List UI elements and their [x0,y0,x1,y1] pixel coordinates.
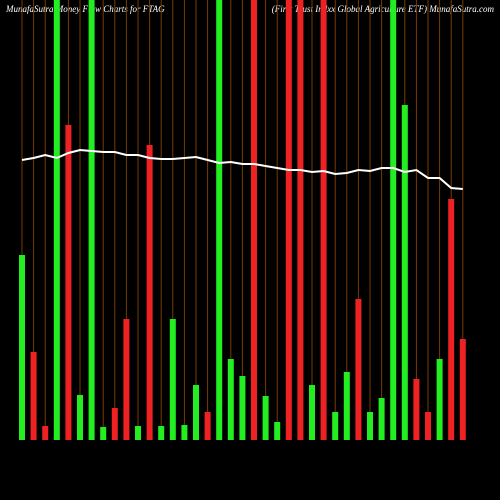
bar [355,299,362,440]
bar [262,396,269,440]
bar [332,412,339,440]
bar [367,412,373,440]
price-line [21,148,463,190]
bar [425,412,431,440]
bar [204,412,211,440]
bar [100,427,107,440]
bar [181,425,188,440]
bar [227,359,234,440]
bar [53,0,60,440]
bar [320,0,327,440]
bar [297,0,304,440]
bar [459,339,466,440]
bar [378,398,385,440]
bar [309,385,315,440]
bar [285,0,292,440]
chart-subtitle: (First Trust Indxx Global Agriculture ET… [272,4,495,14]
bar [239,376,246,440]
bar [413,379,420,440]
bar [42,426,49,440]
bar [123,319,130,440]
bar [193,385,199,440]
bar [146,145,153,440]
bar [88,0,95,440]
bar [448,199,455,440]
bar [216,0,223,440]
bar [65,125,72,440]
bar [343,372,350,440]
bar [436,359,443,440]
bar [251,0,257,440]
bar [111,408,118,440]
bar [274,422,281,440]
bar [390,0,397,440]
bar [169,319,176,440]
bar [158,426,165,440]
bar [19,255,25,440]
bar [135,426,141,440]
chart-title: MunafaSutra Money Flow Charts for FTAG [5,4,165,14]
bar [30,352,37,440]
bar [77,395,83,440]
bar [401,105,408,440]
